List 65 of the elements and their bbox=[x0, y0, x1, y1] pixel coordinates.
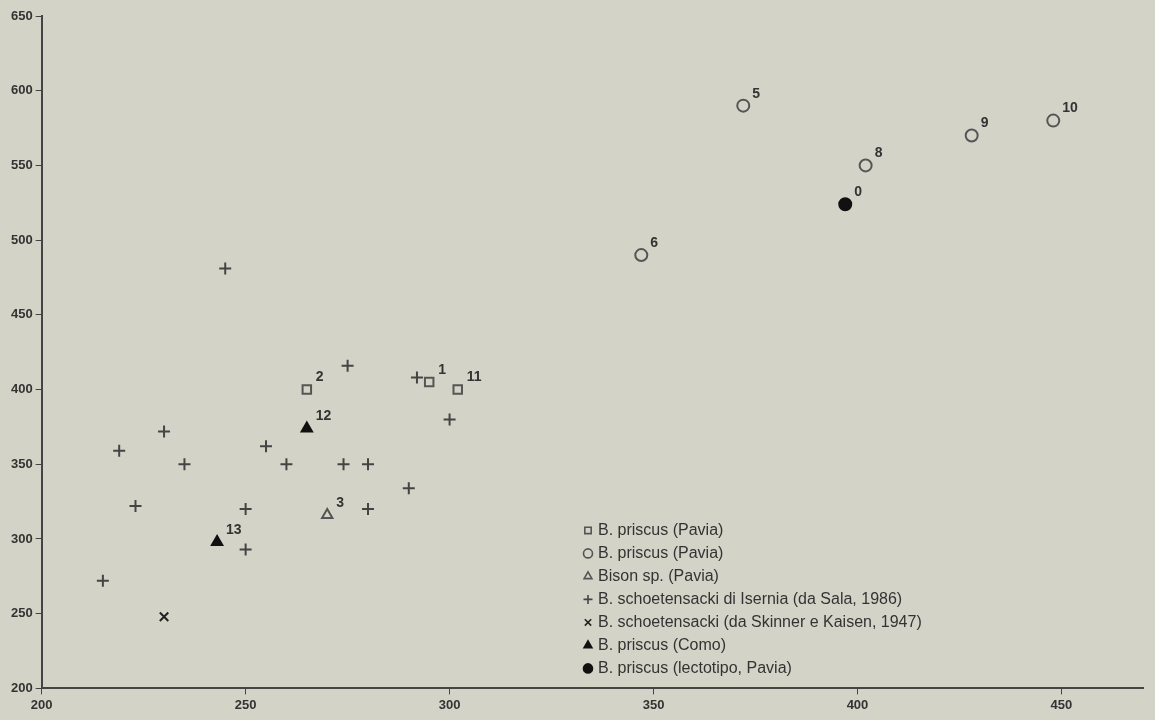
annotation: 10 bbox=[1062, 99, 1079, 116]
y-tick-label: 200 bbox=[10, 679, 33, 695]
y-tick-label: 500 bbox=[10, 231, 33, 247]
legend-label: B. schoetensacki (da Skinner e Kaisen, 1947) bbox=[598, 612, 922, 630]
y-tick-label: 300 bbox=[10, 530, 33, 546]
annotation: 0 bbox=[854, 183, 863, 200]
point bbox=[442, 412, 457, 427]
point bbox=[1046, 113, 1061, 128]
annotation: 3 bbox=[336, 493, 345, 510]
point bbox=[300, 421, 314, 433]
point bbox=[218, 261, 233, 276]
y-tick-label: 250 bbox=[10, 605, 33, 621]
point bbox=[964, 128, 979, 143]
point bbox=[423, 376, 435, 388]
y-tick-label: 650 bbox=[10, 7, 33, 23]
y-tick-label: 600 bbox=[10, 82, 33, 98]
point bbox=[95, 573, 110, 588]
point bbox=[210, 534, 224, 546]
annotation: 13 bbox=[226, 520, 242, 537]
y-tick-label: 550 bbox=[10, 157, 33, 172]
legend-label: B. priscus (Pavia) bbox=[598, 543, 724, 561]
point bbox=[128, 499, 143, 514]
y-tick-label: 450 bbox=[10, 306, 33, 322]
point bbox=[112, 443, 127, 458]
point bbox=[736, 98, 751, 113]
point bbox=[336, 457, 351, 472]
annotation: 6 bbox=[650, 233, 659, 250]
point bbox=[238, 502, 253, 517]
point bbox=[401, 481, 416, 496]
point bbox=[321, 508, 334, 520]
x-tick-label: 450 bbox=[1050, 696, 1073, 712]
annotation: 1 bbox=[438, 360, 447, 377]
annotation: 9 bbox=[980, 114, 989, 131]
point bbox=[157, 424, 172, 439]
point bbox=[634, 248, 649, 263]
annotation: 12 bbox=[315, 407, 332, 424]
x-tick-label: 250 bbox=[234, 696, 257, 712]
legend-label: B. schoetensacki di Isernia (da Sala, 1986) bbox=[598, 589, 903, 607]
legend-label: B. priscus (lectotipo, Pavia) bbox=[598, 658, 792, 676]
point bbox=[238, 542, 253, 557]
point bbox=[340, 358, 355, 373]
point bbox=[838, 197, 853, 212]
annotation: 8 bbox=[874, 144, 883, 161]
y-tick-label: 350 bbox=[10, 455, 33, 471]
x-tick-label: 200 bbox=[30, 696, 53, 712]
point bbox=[259, 439, 274, 454]
x-tick-label: 300 bbox=[438, 696, 461, 712]
point bbox=[158, 611, 170, 622]
x-tick-label: 350 bbox=[642, 696, 665, 712]
annotation: 11 bbox=[466, 368, 482, 385]
point bbox=[361, 502, 375, 517]
point bbox=[279, 457, 294, 472]
x-tick-label: 400 bbox=[846, 696, 869, 712]
point bbox=[409, 370, 424, 385]
point bbox=[301, 384, 313, 395]
annotation: 5 bbox=[752, 84, 761, 101]
legend-label: B. priscus (Como) bbox=[598, 635, 727, 653]
point bbox=[177, 457, 192, 472]
point bbox=[361, 457, 375, 472]
legend-label: Bison sp. (Pavia) bbox=[598, 566, 719, 584]
annotation: 2 bbox=[315, 368, 324, 385]
y-tick-label: 400 bbox=[10, 381, 33, 397]
legend-label: B. priscus (Pavia) bbox=[598, 520, 724, 538]
point bbox=[452, 384, 463, 395]
point bbox=[858, 158, 873, 173]
